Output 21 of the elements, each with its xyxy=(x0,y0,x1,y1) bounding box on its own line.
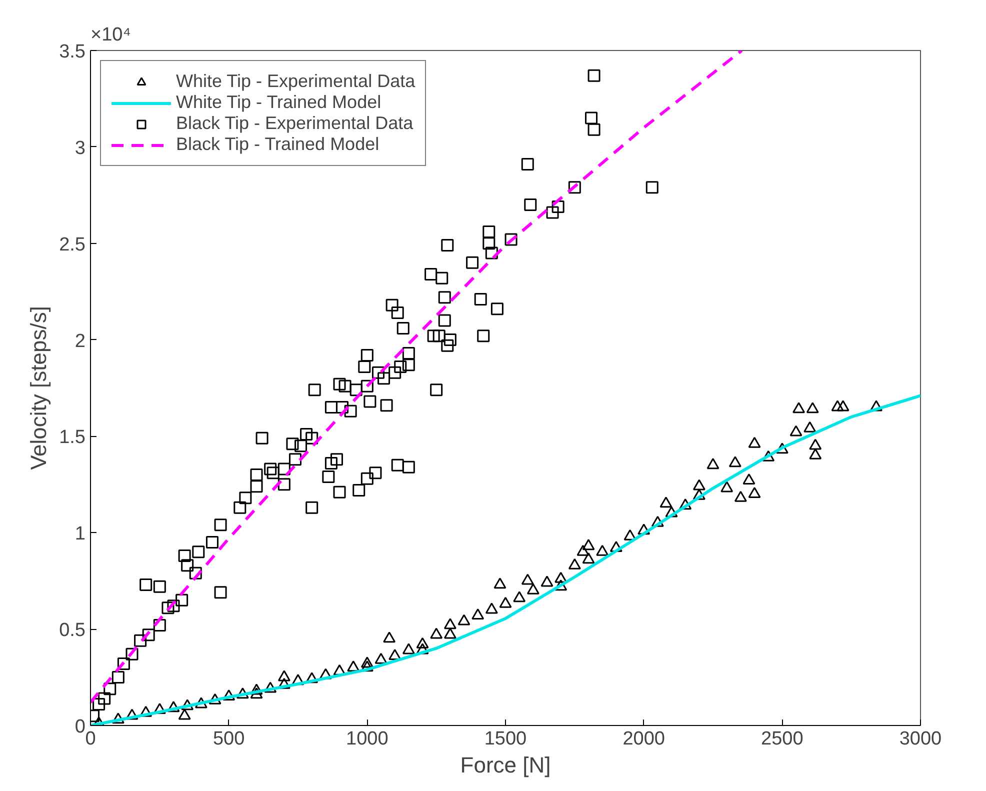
x-tick-label: 2500 xyxy=(761,728,804,750)
text: ×10⁴ xyxy=(90,24,131,46)
x-tick-label: 2000 xyxy=(622,728,665,750)
y-tick-label: 2 xyxy=(74,330,86,352)
x-tick-label: 1500 xyxy=(484,728,527,750)
legend-label: White Tip - Experimental Data xyxy=(176,71,416,92)
legend-label: Black Tip - Trained Model xyxy=(176,134,380,155)
x-tick-label: 1000 xyxy=(346,728,388,750)
line-series xyxy=(90,50,744,704)
x-axis-title: Force [N] xyxy=(460,752,551,778)
legend-label: White Tip - Trained Model xyxy=(176,92,382,113)
x-tick-label: 500 xyxy=(212,728,245,750)
y-tick-label: 1 xyxy=(74,524,86,545)
y-tick-label: 2.5 xyxy=(59,234,86,256)
y-tick-label: 3 xyxy=(74,138,86,159)
x-tick-label: 3000 xyxy=(899,728,942,750)
y-tick-label: 1.5 xyxy=(59,427,86,448)
legend-label: Black Tip - Experimental Data xyxy=(176,113,414,134)
y-tick-label: 0.5 xyxy=(59,620,86,642)
y-tick-label: 3.5 xyxy=(59,42,86,62)
y-axis-title: Velocity [steps/s] xyxy=(26,306,52,470)
